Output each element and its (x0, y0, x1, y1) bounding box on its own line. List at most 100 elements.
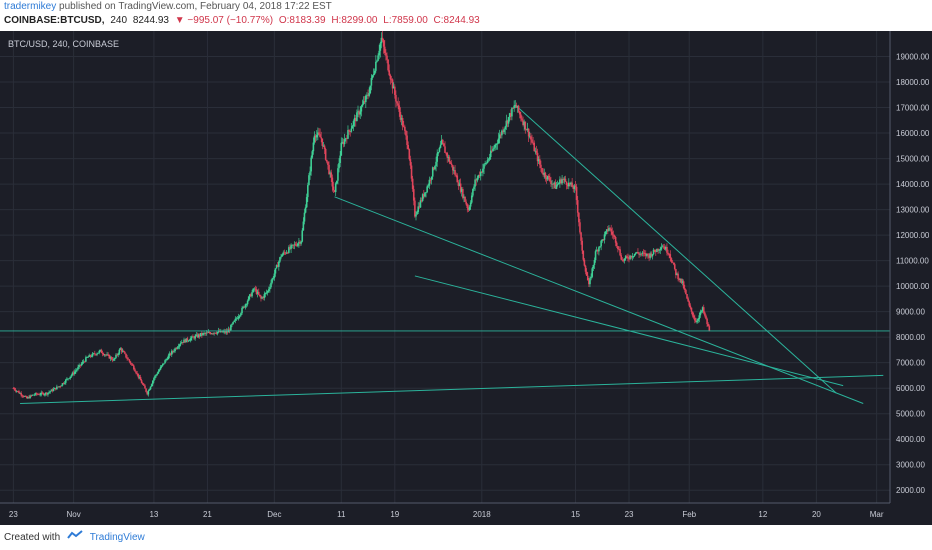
candle-body (624, 256, 627, 259)
candle-body (381, 37, 384, 41)
candle-body (41, 392, 44, 394)
candle-body (48, 392, 50, 393)
candle-body (495, 144, 498, 146)
candle-body (333, 190, 336, 193)
candle-body (563, 178, 566, 180)
candle-body (157, 371, 160, 374)
y-tick-label: 3000.00 (896, 461, 925, 470)
candle-body (78, 364, 80, 367)
candle-body (415, 214, 417, 217)
candle-body (186, 338, 189, 341)
symbol-bar: COINBASE:BTCUSD, 240 8244.93 ▼ −995.07 (… (0, 14, 932, 28)
candle-body (343, 139, 346, 145)
candle-body (327, 161, 329, 165)
candle-body (263, 294, 266, 298)
candle-body (687, 298, 689, 302)
candle-body (91, 353, 94, 357)
candle-body (428, 179, 431, 186)
candle-body (515, 105, 518, 108)
candle-body (512, 108, 514, 109)
candle-body (215, 333, 218, 335)
candle-body (262, 297, 265, 299)
candle-body (159, 366, 162, 370)
candle-body (114, 357, 116, 360)
candle-body (18, 391, 20, 394)
candle-body (291, 244, 294, 246)
candle-body (176, 347, 179, 349)
author-link[interactable]: tradermikey (4, 1, 57, 12)
candle-body (541, 167, 543, 173)
candle-body (125, 353, 127, 358)
candle-body (108, 354, 111, 359)
candle-body (115, 354, 117, 358)
candle-body (146, 391, 149, 395)
candle-body (252, 288, 254, 293)
candle-body (363, 101, 366, 103)
candle-body (160, 365, 163, 367)
candle-body (609, 228, 611, 229)
candle-body (505, 120, 508, 127)
candle-body (410, 165, 413, 179)
candle-body (619, 249, 621, 256)
y-tick-label: 12000.00 (896, 231, 930, 240)
y-tick-label: 4000.00 (896, 435, 925, 444)
candle-body (513, 105, 515, 109)
candle-body (492, 148, 494, 152)
chart-area[interactable]: BTC/USD, 240, COINBASE 8244.9301:37:36 2… (0, 30, 932, 525)
candle-body (399, 111, 402, 120)
candle-body (486, 160, 489, 163)
candle-body (348, 130, 350, 132)
candle-body (119, 348, 122, 350)
candle-body (648, 255, 650, 258)
candle-body (542, 172, 544, 175)
candle-body (666, 246, 668, 253)
candle-body (497, 138, 500, 144)
candle-body (621, 259, 624, 261)
candle-body (387, 59, 389, 71)
candle-body (671, 261, 674, 263)
candle-body (76, 369, 78, 371)
candle-body (549, 177, 551, 181)
candle-body (517, 105, 520, 112)
candle-body (460, 189, 463, 192)
candle-body (332, 186, 335, 191)
candle-body (535, 150, 538, 153)
candle-body (705, 315, 707, 319)
candle-body (360, 106, 363, 112)
candle-body (342, 141, 345, 145)
candle-body (522, 120, 524, 126)
candle-body (524, 121, 527, 130)
candle-body (205, 332, 208, 334)
candle-body (92, 353, 95, 355)
candle-body (311, 151, 314, 158)
candle-body (463, 196, 465, 198)
candle-body (580, 232, 582, 241)
tradingview-brand[interactable]: TradingView (89, 532, 145, 544)
candle-body (83, 361, 86, 363)
candle-body (240, 313, 242, 316)
candle-body (87, 356, 89, 358)
candle-body (683, 288, 686, 290)
trendline (20, 374, 884, 404)
candle-body (19, 393, 21, 394)
candle-body (163, 363, 165, 365)
candle-body (175, 348, 178, 350)
x-tick-label: 20 (812, 510, 821, 519)
candle-body (279, 257, 281, 262)
y-tick-label: 2000.00 (896, 486, 925, 495)
candle-body (699, 311, 702, 316)
candle-body (633, 253, 636, 257)
candle-body (25, 396, 28, 399)
candle-body (477, 175, 480, 178)
candle-body (237, 316, 240, 319)
candle-body (22, 395, 25, 397)
price-chart[interactable]: 8244.9301:37:36 2000.00 3000.00 4000.00 500… (0, 30, 932, 525)
candle-body (172, 351, 174, 352)
candle-body (247, 296, 250, 301)
candle-body (375, 61, 377, 71)
candle-body (502, 130, 504, 133)
candle-body (105, 354, 107, 356)
candle-body (282, 252, 285, 255)
candle-body (207, 332, 210, 333)
candle-body (352, 121, 355, 127)
